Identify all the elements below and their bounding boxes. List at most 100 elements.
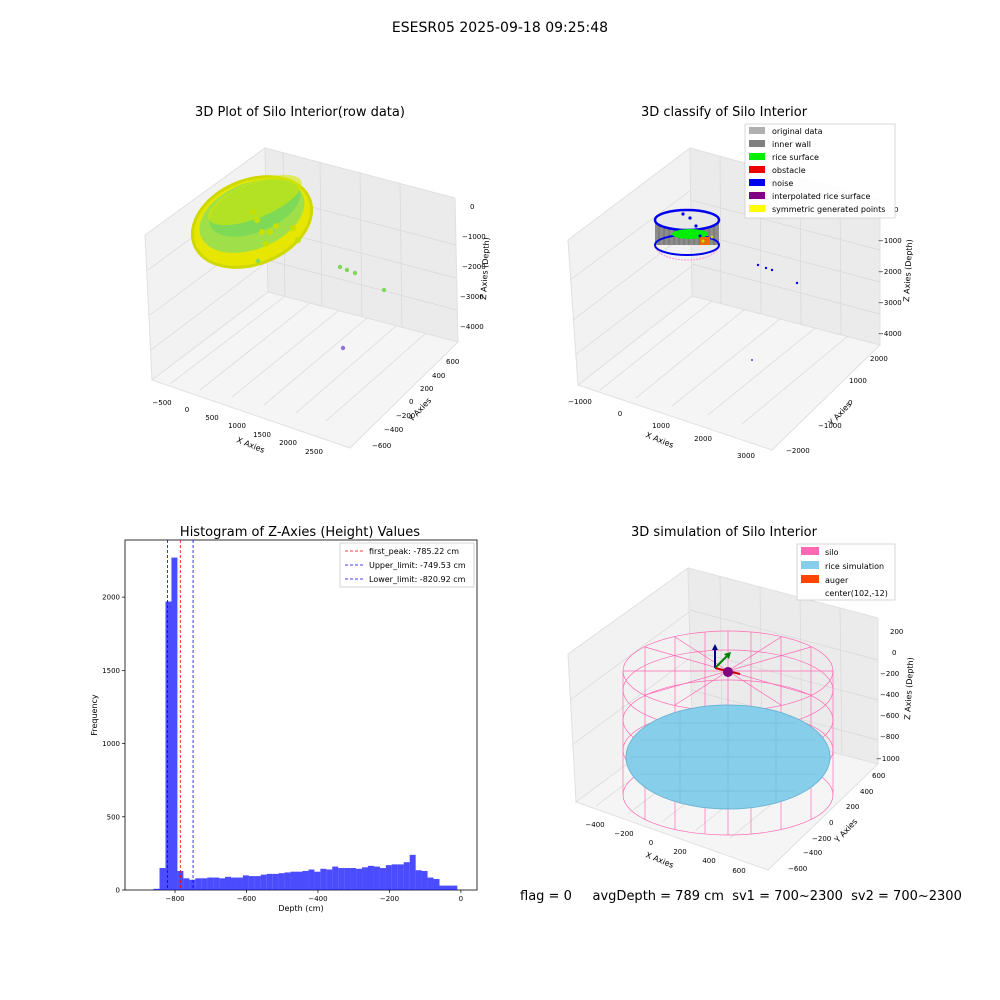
histogram-title: Histogram of Z-Axies (Height) Values bbox=[180, 525, 420, 540]
histogram-legend: first_peak: -785.22 cm Upper_limit: -749.… bbox=[339, 542, 475, 588]
histogram-bar bbox=[302, 870, 309, 890]
classify-ytick: 1000 bbox=[849, 377, 867, 385]
classify-legend: original data inner wall rice surface ob… bbox=[744, 123, 896, 219]
raw-xtick: 2000 bbox=[279, 439, 297, 447]
simulation-ztick: −800 bbox=[880, 733, 899, 741]
histogram-bar bbox=[379, 868, 386, 890]
classify-panel-title: 3D classify of Silo Interior bbox=[641, 105, 808, 120]
histogram-bar bbox=[219, 878, 226, 890]
status-sv2: sv2 = 700~2300 bbox=[851, 889, 962, 904]
raw-xtick: 1000 bbox=[228, 422, 246, 430]
legend-swatch bbox=[801, 561, 819, 569]
histogram-bar bbox=[373, 866, 380, 890]
simulation-ytick: 0 bbox=[829, 819, 833, 827]
histogram-y-tick-label: 1500 bbox=[102, 667, 120, 675]
legend-swatch bbox=[749, 205, 765, 212]
simulation-ytick: 400 bbox=[860, 788, 873, 796]
classify-zlabel: Z Axies (Depth) bbox=[902, 239, 914, 302]
classify-ytick: 0 bbox=[848, 399, 852, 407]
raw-point-cloud bbox=[190, 174, 387, 351]
raw-ytick: 600 bbox=[446, 358, 459, 366]
histogram-bar bbox=[451, 885, 458, 890]
histogram-bar bbox=[195, 878, 202, 890]
raw-ztick: −1000 bbox=[462, 233, 486, 241]
histogram-y-tick-label: 0 bbox=[116, 887, 120, 895]
legend-swatch bbox=[801, 547, 819, 555]
classify-ztick: −4000 bbox=[878, 330, 902, 338]
legend-label: obstacle bbox=[772, 166, 806, 175]
histogram-y-tick-label: 2000 bbox=[102, 594, 120, 602]
panel-simulation-3d: 3D simulation of Silo Interior bbox=[567, 525, 915, 875]
histogram-x-tick-label: 0 bbox=[459, 895, 463, 903]
legend-label: inner wall bbox=[772, 140, 811, 149]
simulation-ytick: −200 bbox=[812, 835, 831, 843]
histogram-bar bbox=[350, 868, 357, 890]
classify-xtick: 3000 bbox=[737, 452, 755, 460]
simulation-ytick: −400 bbox=[803, 849, 822, 857]
histogram-legend-label: first_peak: -785.22 cm bbox=[369, 547, 459, 556]
raw-xtick: 0 bbox=[185, 406, 189, 414]
histogram-bar bbox=[415, 870, 422, 890]
histogram-bar bbox=[236, 877, 243, 890]
histogram-x-ticks: −800 −600 −400 −200 0 bbox=[165, 890, 463, 903]
histogram-reference-lines bbox=[167, 540, 194, 890]
histogram-bar bbox=[356, 868, 363, 890]
raw-xtick: −500 bbox=[152, 399, 171, 407]
histogram-bar bbox=[338, 868, 345, 890]
histogram-bar bbox=[284, 872, 291, 890]
panel-classify-3d: 3D classify of Silo Interior bbox=[567, 105, 914, 460]
histogram-bar bbox=[421, 870, 428, 890]
histogram-bar bbox=[344, 868, 351, 890]
raw-ztick: −4000 bbox=[460, 323, 484, 331]
simulation-ytick: 600 bbox=[872, 772, 885, 780]
legend-label: original data bbox=[772, 127, 823, 136]
histogram-bar bbox=[385, 865, 392, 890]
status-avg-depth: avgDepth = 789 cm bbox=[592, 889, 724, 904]
histogram-bar bbox=[225, 876, 232, 890]
classify-ztick: 0 bbox=[894, 206, 898, 214]
raw-ztick: 0 bbox=[470, 203, 474, 211]
histogram-bar bbox=[439, 885, 446, 890]
simulation-ztick: −400 bbox=[880, 691, 899, 699]
status-flag: flag = 0 bbox=[520, 889, 572, 904]
histogram-bar bbox=[445, 885, 452, 890]
simulation-ytick: 200 bbox=[846, 803, 859, 811]
simulation-xtick: 0 bbox=[649, 839, 653, 847]
simulation-rice-mesh bbox=[630, 705, 826, 809]
classify-xtick: 2000 bbox=[694, 435, 712, 443]
classify-xtick: 0 bbox=[618, 410, 622, 418]
histogram-y-tick-label: 1000 bbox=[102, 740, 120, 748]
histogram-bar bbox=[433, 879, 440, 890]
histogram-x-tick-label: −200 bbox=[380, 895, 399, 903]
histogram-panel: Histogram of Z-Axies (Height) Values −80… bbox=[90, 525, 478, 913]
classify-ytick: −1000 bbox=[818, 422, 842, 430]
figure-title: ESESR05 2025-09-18 09:25:48 bbox=[392, 20, 608, 36]
histogram-bar bbox=[171, 557, 178, 890]
histogram-bar bbox=[242, 875, 249, 890]
legend-label: auger bbox=[825, 576, 849, 585]
panel-raw-3d: 3D Plot of Silo Interior(row data) bbox=[144, 105, 491, 456]
histogram-y-ticks: 0 500 1000 1500 2000 bbox=[102, 594, 125, 895]
simulation-legend: silo rice simulation auger center(102,-1… bbox=[796, 543, 896, 601]
histogram-legend-label: Lower_limit: -820.92 cm bbox=[369, 575, 466, 584]
histogram-bar bbox=[260, 874, 267, 890]
histogram-bar bbox=[314, 871, 321, 890]
histogram-xlabel: Depth (cm) bbox=[278, 904, 323, 913]
simulation-ztick: 200 bbox=[890, 628, 903, 636]
simulation-ytick: −600 bbox=[788, 865, 807, 873]
raw-ytick: 400 bbox=[432, 372, 445, 380]
classify-ytick: −2000 bbox=[786, 447, 810, 455]
raw-ytick: −400 bbox=[384, 426, 403, 434]
legend-label: noise bbox=[772, 179, 793, 188]
simulation-ztick: −200 bbox=[880, 670, 899, 678]
legend-label: center(102,-12) bbox=[825, 589, 888, 598]
raw-xtick: 2500 bbox=[305, 448, 323, 456]
histogram-bar bbox=[248, 876, 255, 890]
histogram-bar bbox=[165, 601, 172, 890]
simulation-auger bbox=[712, 644, 741, 677]
histogram-bar bbox=[278, 873, 285, 890]
simulation-zlabel: Z Axies (Depth) bbox=[903, 657, 915, 720]
simulation-xtick: −200 bbox=[614, 830, 633, 838]
status-sv1: sv1 = 700~2300 bbox=[732, 889, 843, 904]
legend-label: silo bbox=[825, 548, 839, 557]
